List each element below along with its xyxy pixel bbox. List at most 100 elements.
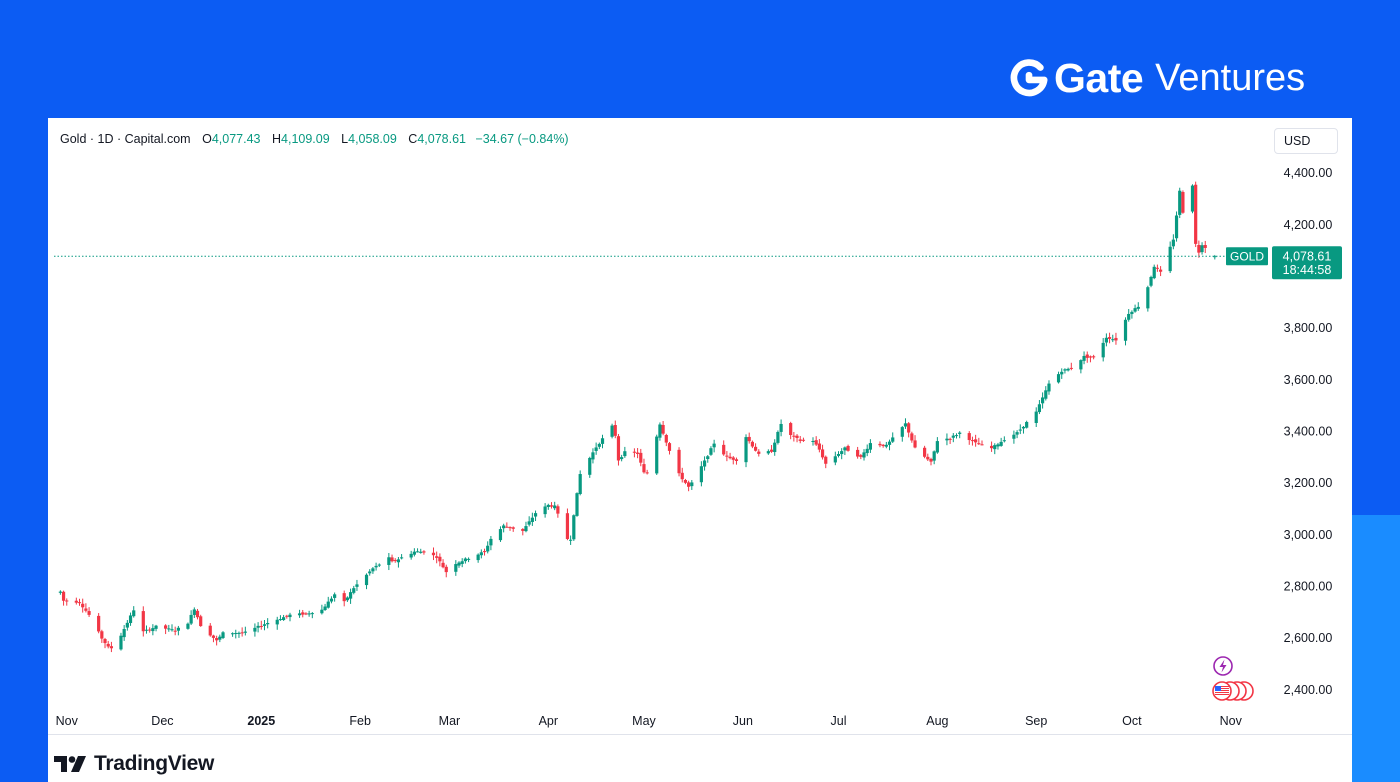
candle-body <box>253 627 257 632</box>
ohlc-legend: Gold · 1D · Capital.com O4,077.43 H4,109… <box>60 132 569 146</box>
candle-body <box>865 448 869 454</box>
candle-body <box>103 639 107 644</box>
candle-body <box>887 441 892 445</box>
candle-body <box>278 619 283 621</box>
candle-body <box>333 594 337 598</box>
candle-body <box>144 629 149 631</box>
candle-body <box>74 600 78 603</box>
x-tick-label: Nov <box>1220 714 1243 728</box>
candle-body <box>1092 356 1096 358</box>
candle-body <box>415 551 420 553</box>
candle-body <box>128 615 133 624</box>
candle-body <box>575 493 579 516</box>
candle-body <box>409 553 413 558</box>
candle-body <box>543 506 547 515</box>
candle-body <box>208 625 212 636</box>
candle-body <box>702 460 707 467</box>
candle-body <box>106 643 110 647</box>
candle-body <box>173 630 177 632</box>
candle-body <box>1197 245 1201 253</box>
candle-body <box>951 435 955 438</box>
candle-body <box>412 551 416 555</box>
low-label: L <box>341 132 349 146</box>
chart-panel: 2,400.00 2,600.00 2,800.00 3,000.00 3,200.00… <box>48 118 1352 782</box>
candle-body <box>731 457 735 460</box>
candle-body <box>903 423 908 427</box>
candle-body <box>1178 190 1182 215</box>
candle-body <box>1101 342 1105 358</box>
candle-body <box>699 466 703 483</box>
candle-body <box>65 600 69 602</box>
candle-body <box>1171 239 1175 247</box>
candle-body <box>419 551 423 553</box>
symbol-tag-label: GOLD <box>1230 250 1264 264</box>
candle-body <box>948 438 952 440</box>
candle-body <box>935 441 939 453</box>
candle-body <box>632 451 637 453</box>
open-value: 4,077.43 <box>211 132 261 146</box>
symbol-price-tag[interactable] <box>1226 247 1268 266</box>
candle-body <box>1025 421 1029 428</box>
candle-body <box>186 623 190 629</box>
candle-body <box>393 560 397 562</box>
candle-body <box>498 529 503 541</box>
candle-body <box>400 557 404 559</box>
tradingview-logo[interactable]: TradingView <box>54 752 214 776</box>
candle-body <box>441 562 445 568</box>
candle-body <box>1213 256 1217 258</box>
candle-body <box>482 551 487 553</box>
candle-body <box>1047 383 1051 392</box>
candle-body <box>750 441 754 447</box>
x-tick-label: Jun <box>733 714 753 728</box>
x-tick-label: Dec <box>151 714 173 728</box>
low-value: 4,058.09 <box>348 132 397 146</box>
candle-body <box>859 455 863 457</box>
candle-body <box>709 448 713 455</box>
candle-body <box>977 443 981 445</box>
candle-body <box>645 472 649 474</box>
candle-body <box>549 505 554 507</box>
candle-body <box>348 592 353 599</box>
candle-body <box>722 444 726 455</box>
candle-body <box>221 632 225 638</box>
candle-body <box>1015 432 1019 435</box>
candle-body <box>734 459 739 461</box>
candle-body <box>329 598 334 602</box>
last-price-label: 4,078.61 <box>1283 250 1332 264</box>
candle-body <box>454 564 458 572</box>
candle-body <box>377 564 381 566</box>
price-chart[interactable]: 2,400.00 2,600.00 2,800.00 3,000.00 3,200.00… <box>48 118 1352 734</box>
candle-body <box>1152 266 1156 279</box>
close-label: C <box>408 132 418 146</box>
candle-body <box>578 474 582 495</box>
candle-body <box>164 625 168 629</box>
candle-body <box>154 625 158 629</box>
candle-body <box>728 456 732 459</box>
currency-button[interactable]: USD <box>1274 128 1338 154</box>
candle-body <box>1060 371 1064 375</box>
candle-body <box>817 443 821 450</box>
candle-body <box>364 574 369 586</box>
candle-body <box>97 615 101 632</box>
candle-body <box>667 443 672 451</box>
x-tick-label: Feb <box>349 714 371 728</box>
symbol-label[interactable]: Gold · 1D · Capital.com <box>60 132 191 146</box>
candle-body <box>301 612 305 615</box>
candle-body <box>970 440 975 442</box>
candle-body <box>642 464 646 473</box>
candle-body <box>1079 360 1083 370</box>
candle-body <box>1155 267 1160 269</box>
candle-body <box>591 452 595 460</box>
candle-body <box>623 451 627 457</box>
candle-body <box>1194 184 1198 244</box>
y-tick-label: 2,800.00 <box>1284 580 1333 594</box>
candle-body <box>211 635 216 638</box>
candle-body <box>836 454 841 456</box>
candle-body <box>189 614 193 624</box>
candle-body <box>690 482 694 487</box>
candle-body <box>1111 339 1115 341</box>
candle-body <box>457 562 461 566</box>
candle-body <box>215 638 219 641</box>
candle-body <box>368 571 372 574</box>
candle-body <box>824 456 828 464</box>
